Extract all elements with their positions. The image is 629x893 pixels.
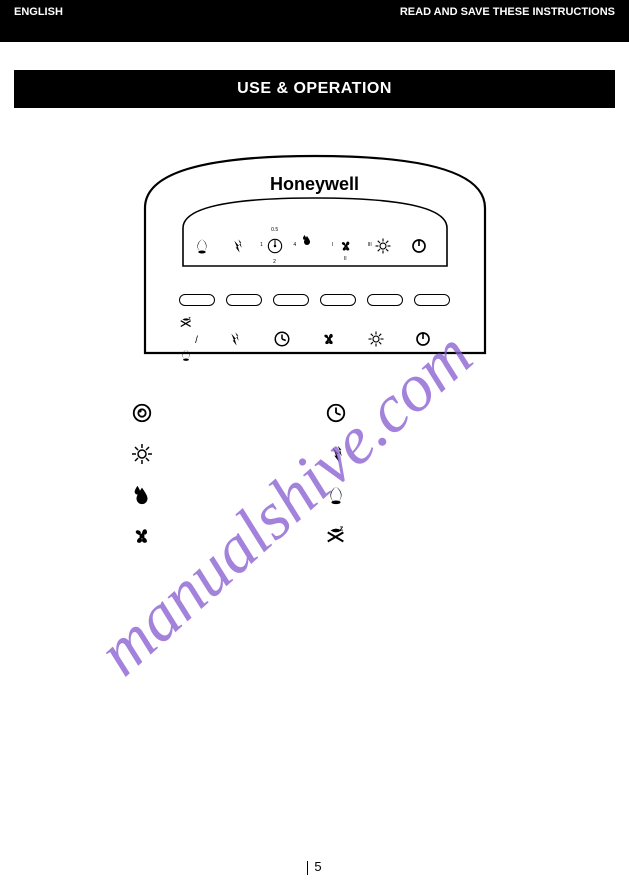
brand-label: Honeywell	[135, 174, 495, 195]
control-panel-figure: Honeywell 0.5 1 4 2 I III II	[135, 148, 495, 358]
fan-speed-icon: I III II	[338, 238, 364, 254]
button-6[interactable]	[414, 294, 450, 306]
fan-label-right: III	[368, 242, 372, 248]
button-2[interactable]	[226, 294, 262, 306]
page-number: 5	[314, 859, 321, 874]
legend-label: Evaporative Cooling	[167, 447, 311, 462]
timer-label-top: 0.5	[271, 227, 278, 233]
ion-icon	[319, 444, 353, 464]
button-3[interactable]	[273, 294, 309, 306]
section-header: USE & OPERATION	[14, 70, 615, 108]
legend-label: Off Alarm	[361, 529, 505, 544]
sleep-icon	[319, 525, 353, 547]
cool-icon	[125, 442, 159, 466]
legend-label: Speed Control	[167, 529, 311, 544]
legend-label: Power Control	[167, 406, 311, 421]
button-4[interactable]	[320, 294, 356, 306]
swing-icon	[319, 484, 353, 506]
ion-icon	[226, 331, 262, 347]
timer-label-left: 1	[260, 242, 263, 248]
button-5[interactable]	[367, 294, 403, 306]
timer-label-right: 4	[293, 242, 296, 248]
timer-icon	[273, 330, 309, 348]
power-icon	[125, 402, 159, 424]
cool-icon	[374, 237, 400, 255]
fan-icon	[125, 524, 159, 548]
legend-label: Timer	[361, 406, 505, 421]
top-bar: ENGLISH READ AND SAVE THESE INSTRUCTIONS	[0, 0, 629, 42]
swing-icon	[193, 237, 219, 255]
legend-label: Low Water Alarm	[167, 488, 311, 503]
button-row	[179, 294, 451, 306]
ion-icon	[229, 238, 255, 254]
sleep-swing-icon: /	[179, 316, 215, 362]
timer-icon	[319, 402, 353, 424]
fan-label-left: I	[332, 242, 333, 248]
legend-grid: Power Control Timer Evaporative Cooling …	[125, 402, 505, 548]
display-icon-row: 0.5 1 4 2 I III II	[193, 236, 437, 256]
legend-label: Swing Louver	[361, 488, 505, 503]
water-icon	[301, 234, 327, 246]
instructions-label: READ AND SAVE THESE INSTRUCTIONS	[400, 6, 615, 42]
button-1[interactable]	[179, 294, 215, 306]
legend-label: Ionizer	[361, 447, 505, 462]
fan-label-bottom: II	[344, 256, 347, 262]
timer-dial-icon: 0.5 1 4 2	[265, 236, 291, 256]
button-label-row: /	[179, 316, 451, 362]
water-icon	[125, 484, 159, 506]
power-icon	[414, 330, 450, 348]
cool-icon	[367, 330, 403, 348]
fan-icon	[320, 330, 356, 348]
power-icon	[410, 237, 436, 255]
timer-label-bottom: 2	[273, 259, 276, 265]
lang-label: ENGLISH	[14, 6, 63, 42]
page-footer: 5	[0, 859, 629, 875]
